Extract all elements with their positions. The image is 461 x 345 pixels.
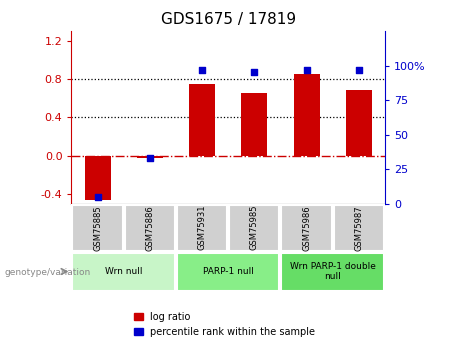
Point — [251, 70, 258, 75]
Bar — [229, 205, 279, 251]
Bar — [346, 90, 372, 156]
Bar — [84, 156, 111, 200]
Bar — [282, 205, 331, 251]
Bar — [282, 253, 384, 291]
Text: PARP-1 null: PARP-1 null — [203, 267, 254, 276]
Point — [303, 67, 310, 72]
Legend: log ratio, percentile rank within the sample: log ratio, percentile rank within the sa… — [134, 312, 315, 337]
Bar — [177, 205, 227, 251]
Text: Wrn null: Wrn null — [105, 267, 142, 276]
Text: GSM75886: GSM75886 — [145, 205, 154, 250]
Bar — [241, 93, 267, 156]
Point — [198, 67, 206, 72]
Text: GSM75986: GSM75986 — [302, 205, 311, 250]
Point — [146, 155, 154, 161]
Bar — [334, 205, 384, 251]
Bar — [72, 253, 175, 291]
Text: GSM75985: GSM75985 — [250, 205, 259, 250]
Bar — [189, 84, 215, 156]
Bar — [137, 156, 163, 158]
Text: GSM75987: GSM75987 — [355, 205, 363, 250]
Point — [94, 194, 101, 199]
Bar — [72, 205, 123, 251]
Text: Wrn PARP-1 double
null: Wrn PARP-1 double null — [290, 262, 376, 282]
Text: genotype/variation: genotype/variation — [5, 268, 91, 277]
Point — [355, 67, 362, 72]
Bar — [177, 253, 279, 291]
Bar — [125, 205, 175, 251]
Bar — [294, 74, 319, 156]
Text: GSM75931: GSM75931 — [198, 205, 207, 250]
Title: GDS1675 / 17819: GDS1675 / 17819 — [160, 12, 296, 27]
Text: GSM75885: GSM75885 — [93, 205, 102, 250]
